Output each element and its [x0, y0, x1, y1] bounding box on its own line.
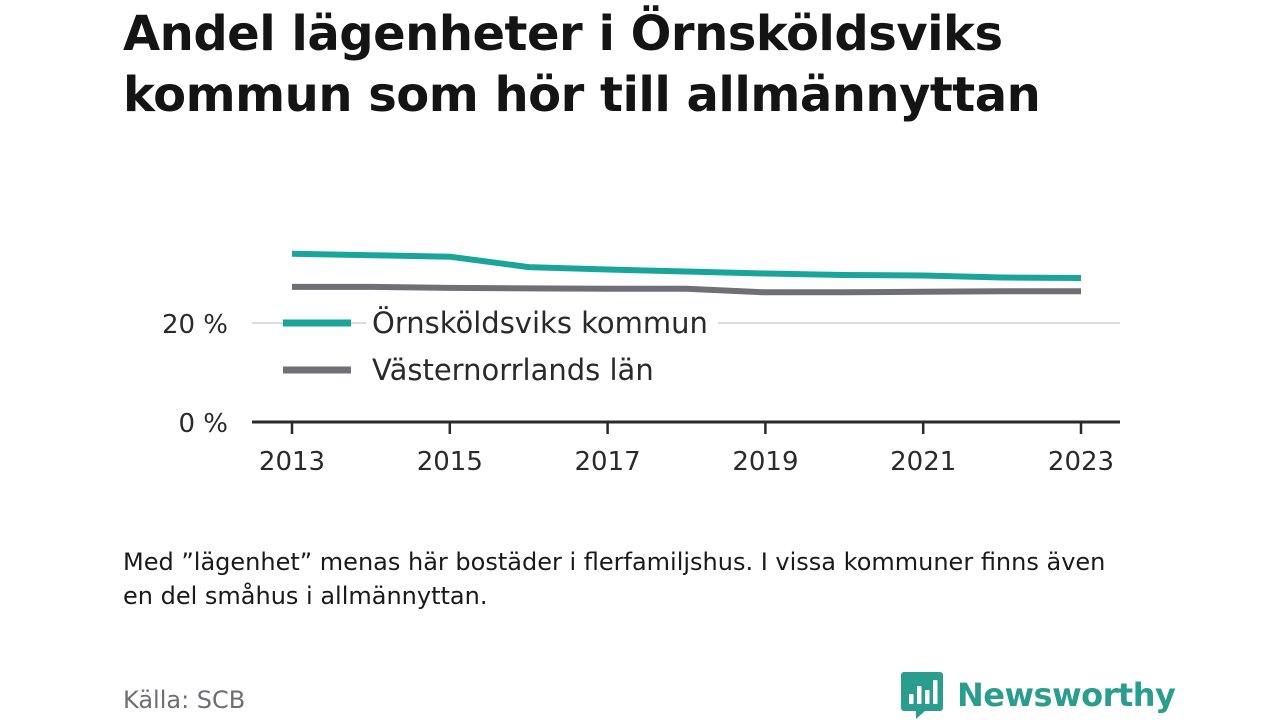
legend-label: Västernorrlands län	[372, 353, 654, 387]
brand-name: Newsworthy	[957, 676, 1176, 714]
x-axis: 2013 2015 2017 2019 2021 2023	[252, 420, 1120, 477]
newsworthy-brand[interactable]: Newsworthy	[901, 670, 1176, 720]
y-tick-label: 20 %	[162, 310, 228, 340]
legend-label: Örnsköldsviks kommun	[372, 306, 708, 340]
bar-chart-speech-bubble-icon	[901, 672, 943, 719]
y-axis-ticks: 0 % 20 %	[162, 310, 228, 439]
chart-note: Med ”lägenhet” menas här bostäder i fler…	[123, 548, 1106, 610]
y-tick-label: 0 %	[178, 409, 228, 439]
x-tick-label: 2015	[417, 447, 483, 477]
chart-title: Andel lägenheter i Örnsköldsviks kommun …	[123, 6, 1041, 123]
series-line	[292, 283, 1081, 296]
x-tick-label: 2023	[1048, 447, 1114, 477]
source-label: Källa: SCB	[123, 686, 246, 714]
x-tick-label: 2013	[259, 447, 325, 477]
x-tick-label: 2021	[890, 447, 956, 477]
series-line	[291, 250, 1082, 281]
x-tick-label: 2019	[732, 447, 798, 477]
series-lines	[291, 250, 1082, 296]
legend-label-background	[366, 301, 718, 345]
legend: Örnsköldsviks kommun Västernorrlands län	[283, 301, 718, 392]
legend-label-background	[366, 348, 718, 392]
x-tick-label: 2017	[575, 447, 641, 477]
